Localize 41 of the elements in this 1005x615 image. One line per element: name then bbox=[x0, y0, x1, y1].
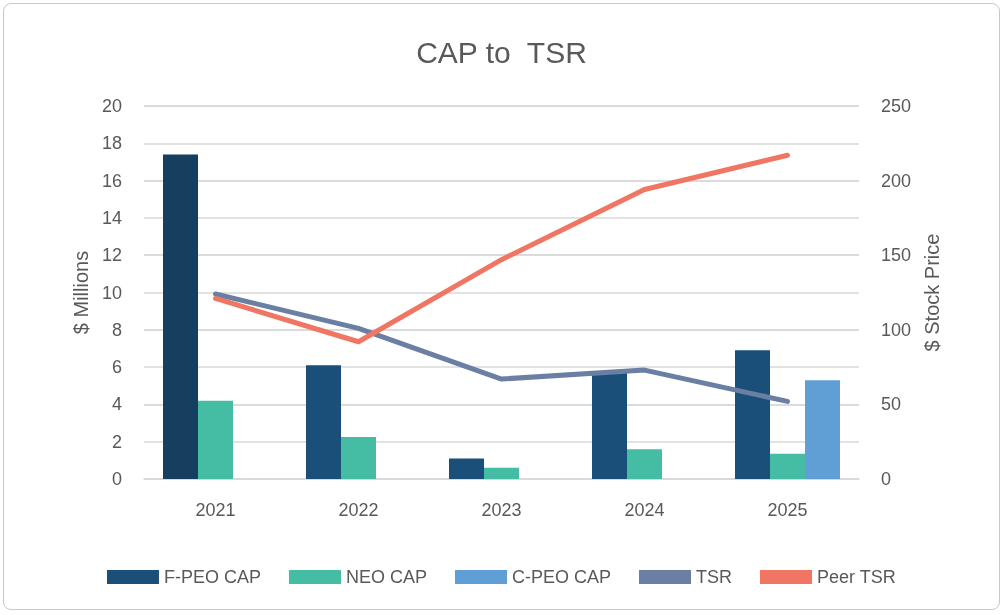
bar bbox=[805, 380, 840, 479]
x-tick-label: 2021 bbox=[195, 500, 236, 520]
legend-label: TSR bbox=[696, 567, 733, 587]
y-tick-label: 20 bbox=[101, 96, 122, 116]
y-tick-label: 14 bbox=[101, 207, 122, 228]
bar bbox=[735, 350, 770, 479]
y-tick-label: 0 bbox=[111, 469, 122, 489]
bar bbox=[484, 467, 519, 479]
x-tick-label: 2024 bbox=[624, 500, 665, 520]
y-axis-title: $ Millions bbox=[70, 250, 93, 335]
legend-label: Peer TSR bbox=[817, 567, 896, 587]
x-tick-label: 2022 bbox=[338, 500, 379, 520]
y2-axis-title: $ Stock Price bbox=[920, 233, 943, 352]
y2-tick-label: 0 bbox=[881, 469, 892, 489]
y-tick-label: 2 bbox=[111, 431, 122, 452]
y-tick-label: 12 bbox=[101, 245, 122, 266]
y-tick-label: 18 bbox=[101, 133, 122, 154]
bar bbox=[341, 437, 376, 479]
y2-tick-label: 150 bbox=[881, 245, 912, 266]
bar bbox=[627, 449, 662, 479]
bar bbox=[306, 365, 341, 479]
bar bbox=[163, 154, 198, 479]
y2-tick-label: 50 bbox=[881, 394, 902, 415]
y-tick-label: 8 bbox=[111, 319, 122, 340]
y2-tick-label: 250 bbox=[881, 96, 912, 116]
y-tick-label: 10 bbox=[101, 282, 122, 303]
legend-label: F-PEO CAP bbox=[163, 567, 261, 587]
y-tick-label: 4 bbox=[111, 394, 122, 415]
bar bbox=[198, 400, 233, 479]
legend-label: NEO CAP bbox=[345, 567, 428, 587]
bar bbox=[770, 453, 805, 479]
y-tick-label: 6 bbox=[111, 357, 122, 378]
y2-tick-label: 200 bbox=[881, 170, 912, 191]
x-tick-label: 2025 bbox=[767, 500, 808, 520]
legend-label: C-PEO CAP bbox=[512, 567, 612, 587]
y-tick-label: 16 bbox=[101, 170, 122, 191]
x-tick-label: 2023 bbox=[481, 500, 522, 520]
bar bbox=[449, 458, 484, 479]
bar bbox=[592, 372, 627, 479]
chart-title: CAP to TSR bbox=[416, 35, 587, 69]
y2-tick-label: 100 bbox=[881, 319, 912, 340]
